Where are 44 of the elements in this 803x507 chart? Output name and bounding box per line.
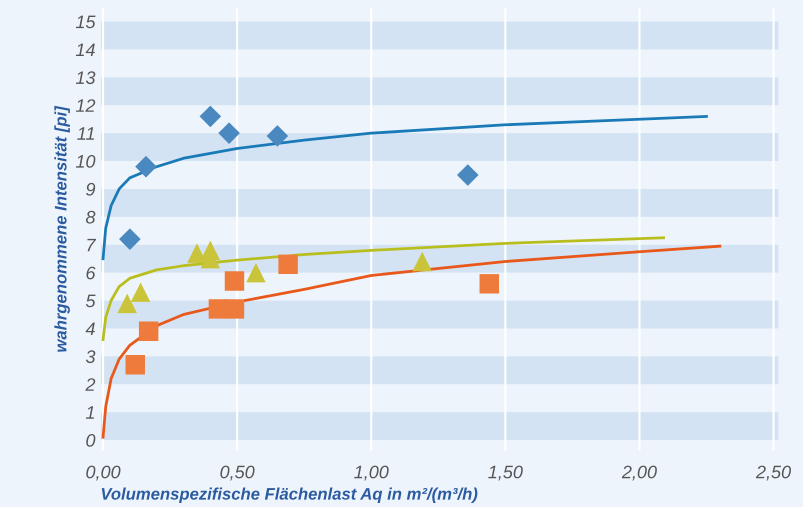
y-tick-label: 8 <box>86 210 96 224</box>
y-tick-label: 4 <box>86 322 95 336</box>
y-tick-label: 14 <box>76 44 95 56</box>
point <box>278 254 298 274</box>
x-tick-label: 1,00 <box>354 466 389 481</box>
x-tick-label: 0,50 <box>220 466 255 481</box>
y-tick-label: 5 <box>86 294 96 308</box>
line-series <box>102 244 722 439</box>
point <box>457 164 479 186</box>
point <box>138 322 158 341</box>
x-tick-label: 0,00 <box>86 466 120 481</box>
y-tick-label: 12 <box>76 99 96 112</box>
point <box>266 125 288 147</box>
point <box>224 271 244 291</box>
line-series <box>102 115 708 260</box>
y-tick-label: 13 <box>76 71 96 84</box>
point <box>218 122 240 144</box>
point <box>117 294 137 314</box>
y-tick-label: 0 <box>86 434 96 447</box>
point <box>135 156 157 178</box>
point <box>246 262 266 282</box>
point <box>187 243 207 263</box>
point <box>130 282 150 302</box>
y-tick-label: 2 <box>85 378 96 391</box>
point <box>126 355 145 374</box>
point <box>412 252 432 272</box>
point <box>224 299 244 319</box>
y-tick-label: 6 <box>86 266 96 280</box>
y-tick-label: 11 <box>77 127 94 140</box>
point <box>200 106 222 128</box>
y-tick-label: 9 <box>86 182 96 196</box>
point <box>480 274 499 294</box>
line-series <box>102 236 665 342</box>
y-tick-label: 7 <box>87 238 96 252</box>
y-axis-title: wahrgenommene Intensität [pi] <box>54 106 70 352</box>
y-tick-label: 15 <box>76 16 96 28</box>
y-tick-label: 3 <box>86 350 96 364</box>
x-tick-label: 1,50 <box>488 466 523 481</box>
x-tick-label: 2,50 <box>756 466 791 481</box>
y-tick-label: 1 <box>86 406 94 419</box>
y-tick-label: 10 <box>76 154 96 168</box>
x-axis-title: Volumenspezifische Flächenlast Aq in m²/(m³/h) <box>102 488 478 504</box>
x-tick-label: 2,00 <box>622 466 657 481</box>
point <box>119 228 141 250</box>
